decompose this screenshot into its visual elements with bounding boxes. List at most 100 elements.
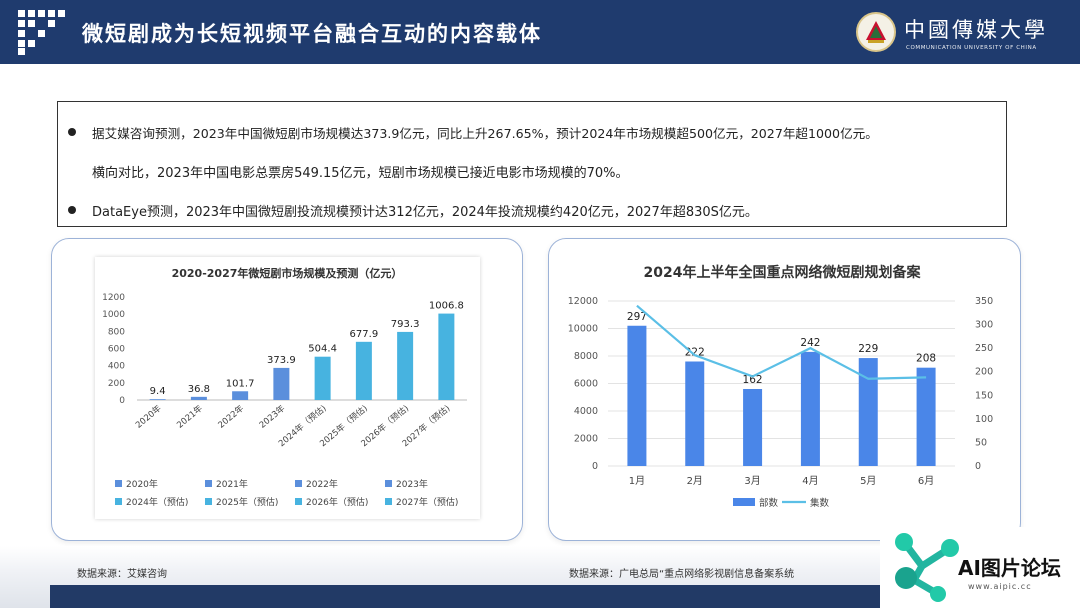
y-right-tick-label: 100 bbox=[975, 414, 993, 425]
bar bbox=[438, 313, 455, 400]
bar bbox=[685, 361, 705, 466]
data-label: 373.9 bbox=[267, 355, 296, 366]
y-left-tick-label: 4000 bbox=[574, 406, 598, 417]
y-left-tick-label: 12000 bbox=[568, 296, 598, 307]
series-line bbox=[636, 304, 927, 380]
x-tick-label: 2021年 bbox=[175, 403, 206, 431]
x-tick-label: 2020年 bbox=[133, 403, 164, 431]
bar bbox=[743, 389, 763, 466]
y-right-tick-label: 50 bbox=[975, 437, 987, 448]
y-left-tick-label: 0 bbox=[592, 461, 598, 472]
right-data-source: 数据来源：广电总局“重点网络影视剧信息备案系统 bbox=[569, 569, 795, 580]
x-tick-label: 2月 bbox=[687, 475, 703, 487]
data-label: 297 bbox=[627, 311, 647, 323]
bullet-dot-icon bbox=[68, 206, 76, 214]
y-right-tick-label: 200 bbox=[975, 367, 993, 378]
bullet-1-line-1: 据艾媒咨询预测，2023年中国微短剧市场规模达373.9亿元，同比上升267.6… bbox=[92, 126, 878, 141]
y-right-tick-label: 350 bbox=[975, 296, 993, 307]
legend-label: 部数 bbox=[759, 497, 779, 509]
legend-swatch bbox=[205, 498, 212, 505]
chart-title: 2024年上半年全国重点网络微短剧规划备案 bbox=[644, 264, 922, 281]
filing-chart: 2024年上半年全国重点网络微短剧规划备案0200040006000800010… bbox=[568, 264, 993, 509]
university-seal-icon bbox=[856, 12, 896, 52]
university-name: 中國傳媒大學 bbox=[904, 18, 1048, 42]
header-bar: 微短剧成为长短视频平台融合互动的内容载体 中國傳媒大學 COMMUNICATIO… bbox=[0, 0, 1080, 64]
data-label: 242 bbox=[800, 337, 820, 349]
bar bbox=[397, 331, 414, 400]
data-label: 677.9 bbox=[350, 329, 379, 340]
bar bbox=[916, 367, 936, 466]
y-tick-label: 1200 bbox=[102, 293, 125, 303]
y-right-tick-label: 250 bbox=[975, 343, 993, 354]
y-right-tick-label: 150 bbox=[975, 390, 993, 401]
legend-label: 集数 bbox=[810, 497, 830, 509]
bar bbox=[627, 325, 647, 466]
data-label: 36.8 bbox=[188, 384, 210, 395]
footer-bar bbox=[50, 585, 882, 608]
data-label: 208 bbox=[916, 353, 936, 365]
legend-swatch bbox=[733, 498, 755, 506]
x-tick-label: 2022年 bbox=[216, 403, 247, 431]
x-tick-label: 2023年 bbox=[257, 403, 288, 431]
legend-label: 2022年 bbox=[306, 478, 338, 490]
right-chart-card bbox=[548, 238, 1021, 541]
y-tick-label: 400 bbox=[108, 362, 125, 372]
x-tick-label: 1月 bbox=[629, 475, 645, 487]
university-subtitle: COMMUNICATION UNIVERSITY OF CHINA bbox=[906, 45, 1037, 51]
bar bbox=[273, 367, 290, 400]
bar bbox=[800, 351, 820, 466]
legend-swatch bbox=[115, 480, 122, 487]
bar bbox=[149, 399, 166, 400]
chart-title: 2020-2027年微短剧市场规模及预测（亿元） bbox=[172, 266, 403, 280]
legend-label: 2023年 bbox=[396, 478, 428, 490]
legend-label: 2021年 bbox=[216, 478, 248, 490]
y-tick-label: 200 bbox=[108, 379, 125, 389]
x-tick-label: 5月 bbox=[860, 475, 876, 487]
y-tick-label: 600 bbox=[108, 345, 125, 355]
bullet-1-line-2: 横向对比，2023年中国电影总票房549.15亿元，短剧市场规模已接近电影市场规… bbox=[92, 166, 629, 181]
data-label: 9.4 bbox=[150, 386, 166, 397]
legend-swatch bbox=[205, 480, 212, 487]
y-right-tick-label: 0 bbox=[975, 461, 981, 472]
legend-swatch bbox=[385, 498, 392, 505]
data-label: 504.4 bbox=[308, 344, 337, 355]
legend-label: 2025年（预估) bbox=[216, 496, 278, 508]
bullet-2-line-1: DataEye预测，2023年中国微短剧投流规模预计达312亿元，2024年投流… bbox=[92, 205, 758, 220]
grid-logo-icon bbox=[18, 10, 66, 55]
x-tick-label: 6月 bbox=[918, 475, 934, 487]
x-tick-label: 4月 bbox=[802, 475, 818, 487]
bar bbox=[314, 356, 331, 400]
data-label: 162 bbox=[743, 374, 763, 386]
page-title: 微短剧成为长短视频平台融合互动的内容载体 bbox=[82, 22, 542, 46]
bar bbox=[232, 391, 249, 400]
legend-swatch bbox=[295, 480, 302, 487]
watermark-panel bbox=[880, 527, 1080, 608]
data-label: 1006.8 bbox=[429, 301, 464, 312]
y-left-tick-label: 6000 bbox=[574, 379, 598, 390]
y-left-tick-label: 10000 bbox=[568, 324, 598, 335]
bar bbox=[355, 341, 372, 400]
legend-swatch bbox=[385, 480, 392, 487]
legend-label: 2020年 bbox=[126, 478, 158, 490]
y-tick-label: 1000 bbox=[102, 310, 125, 320]
molecule-logo-icon bbox=[895, 533, 959, 602]
market-size-chart: 2020-2027年微短剧市场规模及预测（亿元） 0 200 400 600 800 100… bbox=[102, 266, 467, 508]
legend-label: 2026年（预估) bbox=[306, 496, 368, 508]
legend-label: 2024年（预估) bbox=[126, 496, 188, 508]
watermark-text: AI图片论坛 bbox=[958, 556, 1061, 580]
y-tick-label: 800 bbox=[108, 327, 125, 337]
bar bbox=[858, 358, 878, 466]
x-tick-label: 3月 bbox=[744, 475, 760, 487]
left-data-source: 数据来源：艾媒咨询 bbox=[77, 569, 167, 580]
y-right-tick-label: 300 bbox=[975, 320, 993, 331]
legend-label: 2027年（预估) bbox=[396, 496, 458, 508]
data-label: 229 bbox=[858, 343, 878, 355]
data-label: 793.3 bbox=[391, 319, 420, 330]
bullet-dot-icon bbox=[68, 128, 76, 136]
y-left-tick-label: 8000 bbox=[574, 351, 598, 362]
summary-box: 据艾媒咨询预测，2023年中国微短剧市场规模达373.9亿元，同比上升267.6… bbox=[57, 101, 1007, 227]
y-left-tick-label: 2000 bbox=[574, 434, 598, 445]
y-tick-label: 0 bbox=[119, 396, 125, 406]
watermark-url: www.aipic.cc bbox=[968, 582, 1032, 591]
legend-swatch bbox=[115, 498, 122, 505]
